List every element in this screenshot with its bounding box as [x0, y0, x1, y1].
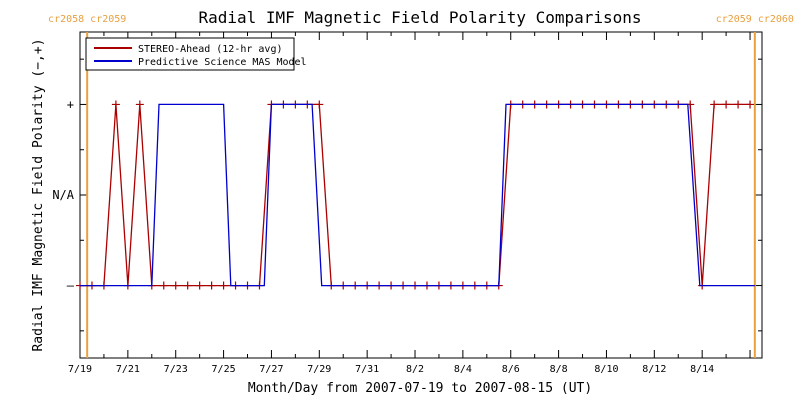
series-point — [111, 100, 120, 109]
carrington-label-left: cr2058 — [48, 14, 84, 25]
y-tick-label: N/A — [52, 188, 74, 202]
series-point — [207, 281, 216, 290]
y-tick-label: + — [67, 97, 74, 111]
series-point — [183, 281, 192, 290]
series-point — [171, 281, 180, 290]
x-tick-label: 8/4 — [454, 364, 472, 375]
series-point — [135, 100, 144, 109]
x-tick-label: 8/14 — [690, 364, 714, 375]
x-tick-label: 8/2 — [406, 364, 424, 375]
x-tick-label: 8/12 — [642, 364, 666, 375]
y-axis-label: Radial IMF Magnetic Field Polarity (−,+) — [31, 38, 46, 351]
series-point — [746, 100, 755, 109]
x-tick-label: 8/6 — [502, 364, 520, 375]
series-point — [315, 100, 324, 109]
series-point — [710, 100, 719, 109]
x-tick-label: 7/29 — [307, 364, 331, 375]
series-point — [722, 100, 731, 109]
chart-title: Radial IMF Magnetic Field Polarity Compa… — [198, 8, 641, 27]
carrington-label-right: cr2060 — [758, 14, 794, 25]
legend-box — [85, 37, 295, 71]
x-tick-label: 7/19 — [68, 364, 92, 375]
legend-label-mas: Predictive Science MAS Model — [138, 57, 307, 68]
legend-label-stereo: STEREO-Ahead (12-hr avg) — [138, 44, 283, 55]
x-tick-label: 7/27 — [259, 364, 283, 375]
carrington-label-left: cr2059 — [716, 14, 752, 25]
x-tick-label: 7/21 — [116, 364, 140, 375]
carrington-label-right: cr2059 — [90, 14, 126, 25]
x-tick-label: 7/25 — [212, 364, 236, 375]
series-point — [195, 281, 204, 290]
y-tick-label: – — [67, 279, 75, 293]
series-point — [159, 281, 168, 290]
x-tick-label: 7/31 — [355, 364, 379, 375]
legend: STEREO-Ahead (12-hr avg) Predictive Scie… — [85, 37, 307, 71]
series-point — [734, 100, 743, 109]
x-tick-label: 8/10 — [594, 364, 618, 375]
series-line-1 — [80, 103, 755, 287]
x-tick-label: 7/23 — [164, 364, 188, 375]
x-axis-label: Month/Day from 2007-07-19 to 2007-08-15 … — [248, 381, 592, 396]
series-line-0 — [80, 103, 750, 287]
x-tick-label: 8/8 — [550, 364, 568, 375]
plot-frame — [79, 31, 763, 359]
series-point — [219, 281, 228, 290]
